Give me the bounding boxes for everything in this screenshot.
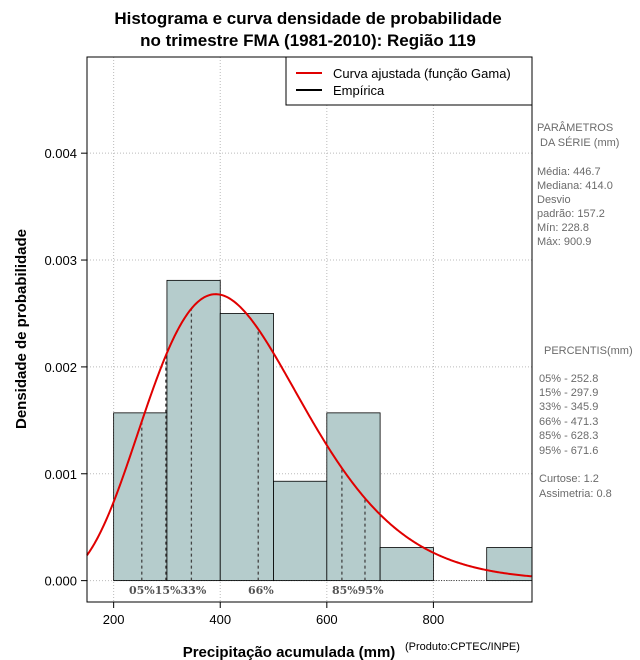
percentile-label-85-95: 85%95% — [332, 584, 384, 597]
percentile-lines — [141, 308, 366, 581]
x-tick-label: 600 — [316, 612, 338, 627]
stats-panel: PARÂMETROS DA SÉRIE (mm) Média: 446.7 Me… — [537, 121, 619, 248]
x-axis-label: Precipitação acumulada (mm) — [183, 644, 396, 660]
percentis-header: PERCENTIS(mm) — [544, 345, 633, 357]
percentis-row: 15% - 297.9 — [539, 387, 598, 399]
histogram-bars — [113, 279, 533, 582]
fitted-gamma-curve — [86, 293, 532, 578]
legend-label-empirical: Empírica — [333, 83, 385, 98]
x-tick-label: 200 — [103, 612, 125, 627]
percentile-label-05-15-33: 05%15%33% — [129, 584, 207, 597]
percentis-row: 66% - 471.3 — [539, 416, 598, 428]
histogram-bar — [326, 412, 381, 582]
stats-desvio-line-1: Desvio — [537, 194, 571, 206]
y-tick-label: 0.002 — [44, 360, 77, 375]
legend: Curva ajustada (função Gama) Empírica — [285, 56, 533, 106]
credit-label: (Produto:CPTEC/INPE) — [405, 641, 520, 653]
stats-min: Mín: 228.8 — [537, 222, 589, 234]
percentis-row: 05% - 252.8 — [539, 373, 598, 385]
x-tick-label: 400 — [209, 612, 231, 627]
stats-desvio-line-2: padrão: 157.2 — [537, 208, 605, 220]
histogram-bar — [219, 313, 274, 582]
percentis-assimetria: Assimetria: 0.8 — [539, 488, 612, 500]
y-axis-label: Densidade de probabilidade — [13, 229, 30, 429]
stats-header-1: PARÂMETROS — [537, 121, 613, 134]
stats-header-2: DA SÉRIE (mm) — [540, 136, 619, 149]
histogram-bar — [113, 412, 168, 582]
percentile-label-66: 66% — [248, 584, 274, 597]
stats-max: Máx: 900.9 — [537, 236, 591, 248]
histogram-bar — [379, 547, 434, 582]
y-axis: 0.000 0.001 0.002 0.003 0.004 — [44, 146, 87, 589]
percentis-row: 95% - 671.6 — [539, 445, 598, 457]
percentis-row: 33% - 345.9 — [539, 401, 598, 413]
x-tick-label: 800 — [423, 612, 445, 627]
histogram-bar — [273, 480, 328, 582]
legend-box — [285, 56, 533, 106]
chart-title-line-2: no trimestre FMA (1981-2010): Região 119 — [140, 31, 476, 50]
x-axis: 200 400 600 800 — [103, 602, 444, 627]
legend-label-fitted: Curva ajustada (função Gama) — [333, 66, 511, 81]
y-tick-label: 0.003 — [44, 253, 77, 268]
y-tick-label: 0.004 — [44, 146, 77, 161]
stats-media: Média: 446.7 — [537, 166, 601, 178]
y-tick-label: 0.000 — [44, 574, 77, 589]
histogram-bar — [166, 279, 221, 582]
stats-mediana: Mediana: 414.0 — [537, 180, 613, 192]
percentis-curtose: Curtose: 1.2 — [539, 473, 599, 485]
chart-title-line-1: Histograma e curva densidade de probabil… — [114, 9, 501, 28]
percentis-row: 85% - 628.3 — [539, 430, 598, 442]
percentis-panel: PERCENTIS(mm) 05% - 252.8 15% - 297.9 33… — [539, 345, 633, 500]
y-tick-label: 0.001 — [44, 467, 77, 482]
